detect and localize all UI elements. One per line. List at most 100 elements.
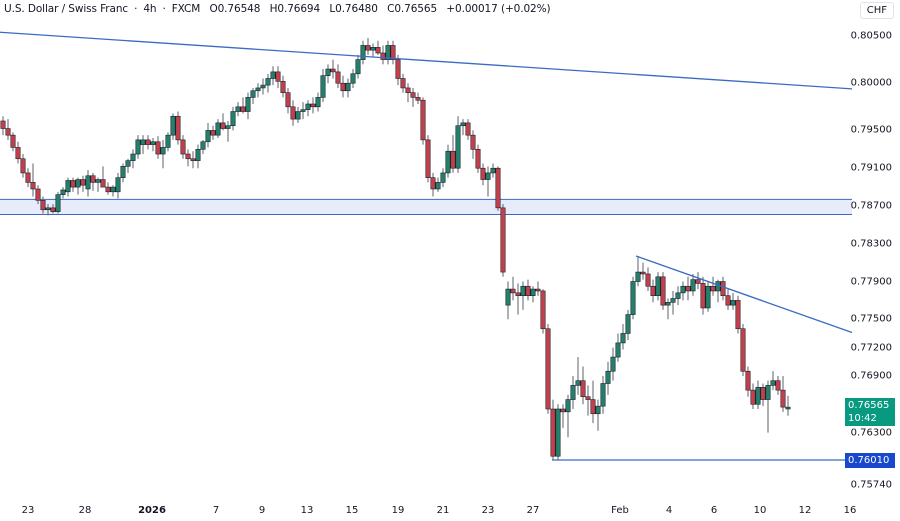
time-tick: 16 — [843, 505, 857, 516]
zone-band — [0, 199, 852, 215]
candle — [565, 394, 571, 438]
candle — [415, 92, 421, 104]
interval[interactable]: 4h — [143, 3, 157, 15]
candle — [620, 324, 626, 350]
candle — [760, 383, 766, 407]
candle — [115, 172, 121, 199]
candle — [690, 273, 696, 296]
bar-countdown: 10:42 — [848, 413, 877, 424]
candle — [375, 40, 381, 55]
candle — [75, 177, 81, 195]
price-tick: 0.80500 — [850, 30, 892, 42]
candle — [220, 113, 226, 131]
candle — [755, 380, 761, 410]
currency-button[interactable]: CHF — [859, 2, 894, 19]
candle — [505, 281, 511, 320]
candle — [385, 40, 391, 65]
candle — [205, 122, 211, 148]
candle — [560, 404, 566, 428]
candle — [605, 361, 611, 395]
candle — [550, 399, 556, 460]
trendline — [0, 31, 853, 90]
price-tick: 0.80000 — [850, 77, 892, 89]
candle — [345, 78, 351, 98]
candle — [200, 139, 206, 155]
candle — [90, 172, 96, 191]
candle — [40, 196, 46, 214]
candle — [680, 281, 686, 301]
candle — [495, 166, 501, 211]
candle — [310, 97, 316, 114]
candle — [320, 69, 326, 103]
last-price-tag: 0.76565 10:42 — [845, 398, 895, 426]
candle — [325, 64, 331, 84]
ohlc-low: L0.76480 — [329, 3, 378, 15]
time-tick: 4 — [665, 505, 673, 516]
price-tick: 0.75740 — [850, 479, 892, 491]
candle — [160, 139, 166, 169]
candle — [110, 185, 116, 197]
candle — [340, 75, 346, 98]
candle — [240, 97, 246, 114]
candle — [475, 144, 481, 173]
symbol-header: U.S. Dollar / Swiss Franc · 4h · FXCM O0.765… — [4, 3, 551, 15]
candle — [10, 132, 16, 152]
candle — [315, 92, 321, 112]
candle — [330, 59, 336, 79]
candle — [140, 135, 146, 155]
candle — [265, 73, 271, 93]
candle — [165, 132, 171, 152]
candle — [45, 204, 51, 216]
candle — [170, 113, 176, 140]
price-tick: 0.77900 — [850, 276, 892, 288]
candle — [150, 137, 156, 152]
symbol-name[interactable]: U.S. Dollar / Swiss Franc — [4, 3, 129, 15]
candle — [125, 158, 131, 173]
candle — [350, 69, 356, 88]
candle — [435, 177, 441, 192]
candle — [745, 366, 751, 397]
candle — [360, 40, 366, 65]
candle — [120, 163, 126, 183]
trendline — [635, 255, 853, 334]
candle — [450, 135, 456, 173]
candle — [335, 64, 341, 88]
candle — [555, 404, 561, 460]
candle — [15, 141, 21, 164]
candle — [600, 375, 606, 414]
candle — [650, 279, 656, 303]
candle — [245, 92, 251, 120]
candle — [660, 272, 666, 310]
level-price-tag: 0.76010 — [845, 453, 895, 468]
candle — [275, 66, 281, 88]
candle — [60, 187, 66, 199]
candle — [365, 37, 371, 55]
candle — [5, 119, 11, 140]
candle — [570, 375, 576, 410]
candle — [500, 204, 506, 277]
candle — [285, 87, 291, 114]
candle — [715, 279, 721, 303]
candle — [190, 151, 196, 169]
candle — [270, 66, 276, 86]
candle — [305, 100, 311, 117]
candle — [370, 43, 376, 57]
time-tick: 19 — [391, 505, 405, 516]
candle — [65, 177, 71, 197]
candle — [0, 116, 6, 136]
candle — [640, 262, 646, 280]
candle — [55, 191, 61, 214]
last-price-value: 0.76565 — [848, 400, 890, 411]
candle — [615, 333, 621, 362]
time-tick: 13 — [300, 505, 314, 516]
candle — [470, 130, 476, 159]
candle — [595, 399, 601, 431]
candle — [85, 170, 91, 197]
candle — [785, 395, 791, 416]
time-tick: 21 — [436, 505, 450, 516]
candle — [195, 144, 201, 169]
candle — [610, 347, 616, 381]
candle — [210, 125, 216, 140]
